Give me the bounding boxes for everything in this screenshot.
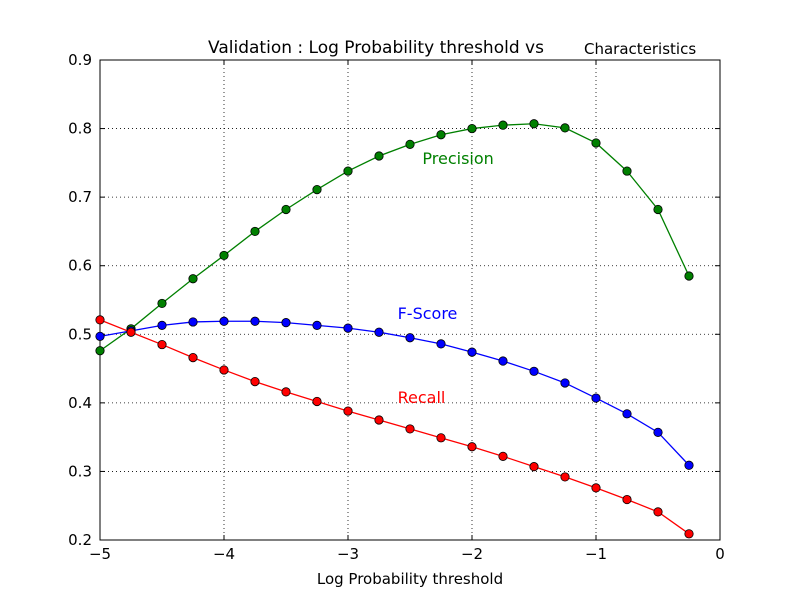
data-point: [467, 347, 477, 357]
data-point: [560, 472, 570, 482]
data-point: [157, 298, 167, 309]
x-tick-label: −5: [89, 545, 111, 563]
data-point: [684, 271, 694, 281]
chart-title-suffix: Characteristics: [584, 40, 696, 58]
grid: [100, 60, 720, 540]
data-point: [467, 442, 477, 452]
data-point: [560, 123, 570, 133]
data-point: [219, 316, 229, 326]
data-point: [312, 320, 322, 330]
data-point: [653, 204, 663, 215]
data-point: [250, 376, 260, 387]
data-point: [405, 333, 415, 343]
data-point: [436, 433, 446, 443]
data-point: [219, 365, 229, 375]
data-point: [560, 378, 570, 388]
y-tick-label: 0.8: [68, 120, 92, 138]
chart-title: Validation : Log Probability threshold v…: [208, 38, 544, 58]
data-point: [498, 120, 508, 130]
data-point: [405, 424, 415, 434]
data-point: [157, 320, 167, 330]
series-precision: [95, 119, 694, 356]
y-tick-label: 0.5: [68, 325, 92, 343]
data-point: [653, 507, 663, 517]
x-tick-label: −4: [213, 545, 235, 563]
y-tick-label: 0.3: [68, 462, 92, 480]
data-point: [684, 529, 694, 539]
y-tick-label: 0.9: [68, 51, 92, 69]
data-point: [95, 315, 105, 325]
series-line: [99, 319, 690, 535]
data-point: [529, 462, 539, 472]
data-point: [219, 250, 229, 261]
data-point: [343, 166, 353, 176]
y-tick-label: 0.2: [68, 531, 92, 549]
data-point: [653, 427, 663, 437]
data-point: [343, 406, 353, 416]
data-point: [467, 123, 477, 134]
data-point: [312, 396, 322, 407]
data-point: [281, 318, 291, 328]
data-point: [591, 393, 601, 403]
data-point: [529, 366, 539, 376]
data-point: [622, 409, 632, 419]
series-line: [99, 123, 690, 352]
data-point: [188, 274, 198, 284]
series-f-score: [95, 316, 694, 470]
data-point: [374, 151, 384, 161]
x-tick-label: −2: [461, 545, 483, 563]
data-point: [95, 346, 105, 356]
data-point: [405, 139, 415, 149]
data-point: [188, 317, 198, 327]
data-point: [591, 483, 601, 493]
series-label: F-Score: [398, 304, 458, 323]
data-point: [498, 451, 508, 461]
ticks: −5 −4 −3 −2 −1 0 0.2 0.3 0.4 0.5 0.6 0.7 0.8 0.9: [68, 51, 725, 563]
data-point: [95, 331, 105, 341]
data-point: [157, 339, 167, 350]
data-point: [436, 130, 446, 140]
x-axis-label: Log Probability threshold: [317, 570, 503, 588]
x-tick-label: −1: [585, 545, 607, 563]
y-tick-label: 0.4: [68, 394, 92, 412]
data-point: [622, 166, 632, 176]
series-labels: Precision F-Score Recall: [398, 149, 494, 407]
series-recall: [95, 315, 694, 539]
data-point: [436, 339, 446, 349]
x-tick-label: −3: [337, 545, 359, 563]
data-point: [188, 352, 198, 363]
data-point: [684, 460, 694, 470]
data-point: [498, 356, 508, 366]
series-label: Recall: [398, 388, 446, 407]
data-point: [126, 327, 136, 337]
y-tick-label: 0.6: [68, 257, 92, 275]
series-label: Precision: [422, 149, 493, 168]
series-line: [99, 320, 690, 466]
data-point: [250, 226, 260, 237]
data-point: [281, 204, 291, 215]
data-point: [374, 327, 384, 337]
plot-frame: [99, 59, 721, 541]
data-point: [343, 323, 353, 333]
data-point: [374, 415, 384, 425]
data-point: [622, 494, 632, 505]
series: [95, 119, 694, 539]
data-point: [281, 387, 291, 397]
data-point: [591, 138, 601, 148]
data-point: [312, 185, 322, 195]
data-point: [529, 119, 539, 129]
x-tick-label: 0: [715, 545, 725, 563]
data-point: [250, 316, 260, 326]
y-tick-label: 0.7: [68, 188, 92, 206]
